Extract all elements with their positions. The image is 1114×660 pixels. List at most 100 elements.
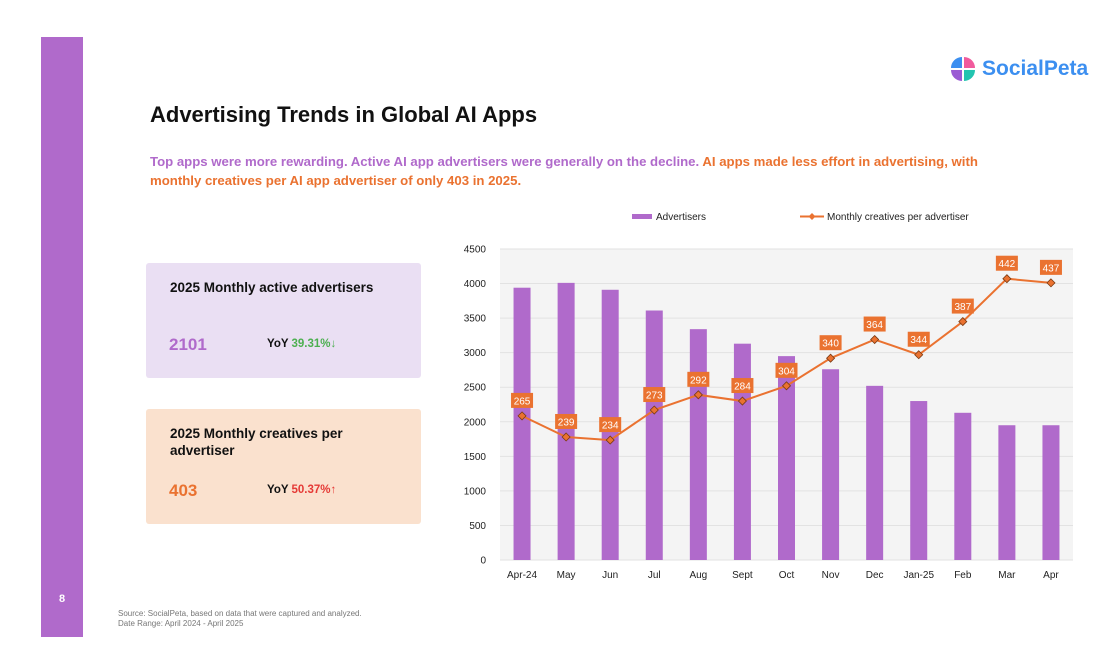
y-tick-label: 3000 <box>464 348 487 359</box>
data-label: 265 <box>514 396 531 407</box>
data-label: 239 <box>558 417 575 428</box>
legend-marker-creatives <box>808 213 816 220</box>
data-label: 340 <box>822 339 839 350</box>
data-label-box <box>599 417 622 433</box>
x-tick-label: Jun <box>602 570 618 581</box>
legend-label-creatives: Monthly creatives per advertiser <box>827 212 969 223</box>
bar-advertisers <box>954 412 972 560</box>
data-label: 387 <box>954 302 971 313</box>
bar-advertisers <box>998 425 1016 560</box>
data-label-box <box>731 378 754 394</box>
bar-advertisers <box>1042 425 1060 560</box>
data-label-box <box>819 335 842 351</box>
card-title: 2025 Monthly active advertisers <box>170 280 374 295</box>
line-point <box>958 317 968 327</box>
legend-label-advertisers: Advertisers <box>656 212 706 223</box>
x-tick-label: Aug <box>689 570 707 581</box>
data-label: 442 <box>999 259 1016 270</box>
yoy-value: 50.37%↑ <box>292 484 337 496</box>
page-number: 8 <box>58 593 66 605</box>
line-point <box>517 411 527 421</box>
data-label-box <box>775 362 798 378</box>
x-tick-label: Sept <box>732 570 753 581</box>
yoy-value: 39.31%↓ <box>292 338 337 350</box>
yoy-label: YoY <box>267 338 289 350</box>
y-tick-label: 4000 <box>464 279 487 290</box>
data-label-box <box>951 298 974 314</box>
line-point <box>561 432 571 442</box>
data-label: 284 <box>734 382 751 393</box>
footer: Source: SocialPeta, based on data that w… <box>118 609 362 629</box>
socialpeta-logo-icon <box>951 57 975 81</box>
line-point <box>649 405 659 415</box>
card-value: 2101 <box>169 335 207 354</box>
line-point <box>1002 274 1012 284</box>
x-tick-label: Jul <box>648 570 661 581</box>
x-tick-label: Apr <box>1043 570 1059 581</box>
yoy-percent: 50.37% <box>291 484 331 496</box>
line-point <box>737 396 747 406</box>
data-label: 344 <box>910 335 927 346</box>
data-label: 364 <box>866 320 883 331</box>
yoy: YoY 50.37%↑ <box>267 484 336 496</box>
x-tick-label: Nov <box>822 570 840 581</box>
data-label-box <box>907 331 930 347</box>
line-point <box>870 334 880 345</box>
data-label-box <box>511 392 534 408</box>
x-tick-label: Apr-24 <box>507 570 537 581</box>
data-label: 292 <box>690 375 707 386</box>
data-label: 437 <box>1043 263 1060 274</box>
y-tick-label: 2000 <box>464 417 487 428</box>
bar-advertisers <box>910 401 928 560</box>
bar-advertisers <box>645 310 663 560</box>
data-label-box <box>687 371 710 387</box>
y-tick-label: 0 <box>480 556 486 567</box>
x-tick-label: May <box>557 570 576 581</box>
data-label-box <box>995 255 1018 271</box>
data-label-box <box>1039 259 1062 275</box>
data-label: 304 <box>778 366 795 377</box>
line-point <box>914 350 924 360</box>
arrow-up-icon: ↑ <box>330 484 337 496</box>
footer-date-range: Date Range: April 2024 - April 2025 <box>118 619 244 628</box>
legend-swatch-advertisers <box>632 214 652 219</box>
y-tick-label: 500 <box>469 521 486 532</box>
line-point <box>1046 278 1056 288</box>
x-tick-label: Oct <box>779 570 795 581</box>
data-label: 273 <box>646 391 663 402</box>
y-tick-label: 3500 <box>464 314 487 325</box>
x-tick-label: Jan-25 <box>903 570 934 581</box>
bar-advertisers <box>866 385 884 560</box>
data-label-box <box>643 387 666 403</box>
data-label-box <box>863 316 886 332</box>
yoy: YoY 39.31%↓ <box>267 338 336 350</box>
y-tick-label: 1500 <box>464 452 487 463</box>
card-creatives-per-advertiser: 2025 Monthly creatives per advertiser 40… <box>146 409 421 524</box>
subtitle-orange: AI apps made less effort in advertising,… <box>150 154 978 188</box>
footer-source: Source: SocialPeta, based on data that w… <box>118 609 362 618</box>
bar-advertisers <box>689 329 707 560</box>
bar-advertisers <box>513 287 531 560</box>
socialpeta-logo: SocialPeta <box>950 56 1088 82</box>
logo-text: SocialPeta <box>982 57 1089 80</box>
y-tick-label: 2500 <box>464 383 487 394</box>
advertising-trends-chart: 0 500 1000 1500 2000 2500 3000 3500 4000 4500 Apr-… <box>464 212 1073 581</box>
bar-advertisers <box>778 356 795 560</box>
line-point <box>826 353 836 363</box>
card-active-advertisers: 2025 Monthly active advertisers 2101 YoY… <box>146 263 421 378</box>
subtitle: Top apps were more rewarding. Active AI … <box>150 152 1030 190</box>
y-tick-label: 1000 <box>464 486 487 497</box>
yoy-percent: 39.31% <box>291 338 331 350</box>
subtitle-purple: Top apps were more rewarding. Active AI … <box>150 154 700 169</box>
card-value: 403 <box>169 481 198 500</box>
card-title: 2025 Monthly creatives per advertiser <box>170 426 343 458</box>
bar-advertisers <box>733 343 751 560</box>
bar-advertisers <box>822 369 840 560</box>
y-tick-label: 4500 <box>464 245 487 256</box>
side-bar <box>41 37 83 637</box>
x-tick-label: Dec <box>866 570 884 581</box>
data-label-box <box>555 413 578 429</box>
line-point <box>693 390 703 400</box>
yoy-label: YoY <box>267 484 289 496</box>
data-label: 234 <box>602 421 619 432</box>
